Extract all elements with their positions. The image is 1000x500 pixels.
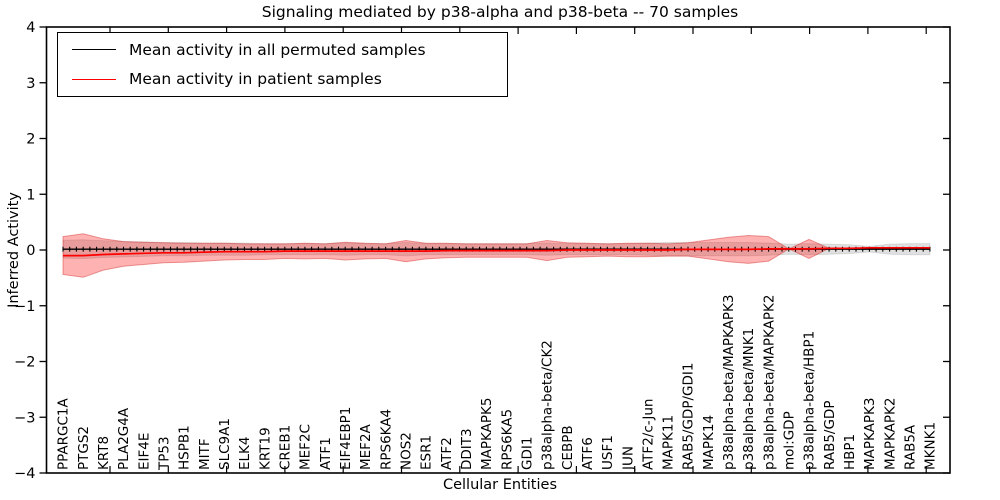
x-category-label: EIF4E bbox=[136, 433, 152, 470]
x-category-label: ESR1 bbox=[419, 435, 435, 470]
x-category-label: PPARGC1A bbox=[56, 397, 72, 470]
x-category-label: ATF2 bbox=[439, 437, 455, 470]
y-tick-label: 3 bbox=[26, 76, 35, 92]
x-category-label: MEF2A bbox=[358, 423, 374, 470]
x-category-label: TP53 bbox=[157, 436, 173, 471]
x-category-label: GDI1 bbox=[519, 437, 535, 470]
y-axis-label: Inferred Activity bbox=[6, 192, 22, 308]
x-category-label: MAPKAPK5 bbox=[479, 398, 495, 470]
y-tick-label: 2 bbox=[26, 132, 35, 148]
x-category-label: ATF1 bbox=[318, 437, 334, 470]
permuted-line-sample-icon bbox=[72, 49, 116, 51]
x-category-label: SLC9A1 bbox=[217, 418, 233, 470]
y-tick-label: 0 bbox=[26, 243, 35, 259]
x-category-label: CEBPB bbox=[560, 425, 576, 470]
x-category-label: MAPKAPK3 bbox=[862, 398, 878, 470]
x-category-label: PLA2G4A bbox=[116, 407, 132, 470]
x-category-label: MAPKAPK2 bbox=[882, 398, 898, 470]
x-category-label: KRT19 bbox=[257, 427, 273, 470]
x-category-label: RAB5A bbox=[903, 424, 919, 470]
x-category-label: p38alpha-beta/MNK1 bbox=[741, 328, 757, 470]
y-tick-label: −1 bbox=[14, 299, 35, 315]
x-category-label: mol:GDP bbox=[782, 411, 798, 470]
y-tick-label: 4 bbox=[26, 20, 35, 36]
x-category-label: RPS6KA4 bbox=[378, 409, 394, 470]
x-category-label: p38alpha-beta/MAPKAPK3 bbox=[721, 295, 737, 471]
y-tick-label: −4 bbox=[14, 466, 35, 482]
x-category-label: JUN bbox=[620, 446, 636, 471]
legend-item-permuted: Mean activity in all permuted samples bbox=[72, 36, 507, 64]
chart-title: Signaling mediated by p38-alpha and p38-… bbox=[261, 3, 739, 21]
y-tick-label: 1 bbox=[26, 187, 35, 203]
legend: Mean activity in all permuted samples Me… bbox=[57, 32, 508, 97]
x-category-label: MAPK14 bbox=[701, 415, 717, 470]
x-category-label: p38alpha-beta/HBP1 bbox=[802, 331, 818, 470]
x-axis-label: Cellular Entities bbox=[442, 477, 558, 493]
x-category-label: PTGS2 bbox=[76, 426, 92, 470]
legend-label-patient: Mean activity in patient samples bbox=[129, 70, 382, 89]
x-category-label: RPS6KA5 bbox=[499, 409, 515, 470]
x-category-label: NOS2 bbox=[399, 432, 415, 470]
patient-line-sample-icon bbox=[72, 78, 116, 80]
y-tick-label: −3 bbox=[14, 410, 35, 426]
x-category-label: HSPB1 bbox=[177, 425, 193, 470]
legend-item-patient: Mean activity in patient samples bbox=[72, 65, 507, 93]
x-category-label: CREB1 bbox=[278, 425, 294, 470]
legend-label-permuted: Mean activity in all permuted samples bbox=[129, 40, 426, 59]
patient-std-band bbox=[62, 233, 930, 278]
x-category-label: ATF2/c-Jun bbox=[640, 399, 656, 470]
x-category-label: KRT8 bbox=[96, 436, 112, 470]
x-category-label: p38alpha-beta/MAPKAPK2 bbox=[761, 295, 777, 471]
x-category-label: RAB5/GDP bbox=[822, 401, 838, 470]
x-category-label: ATF6 bbox=[580, 437, 596, 470]
x-category-label: MAPK11 bbox=[661, 415, 677, 470]
x-category-label: MEF2C bbox=[298, 424, 314, 470]
x-category-label: HBP1 bbox=[842, 434, 858, 470]
patient-mean-line bbox=[63, 246, 930, 257]
y-tick-label: −2 bbox=[14, 355, 35, 371]
x-category-label: USF1 bbox=[600, 435, 616, 470]
x-category-label: MITF bbox=[197, 438, 213, 470]
x-category-label: p38alpha-beta/CK2 bbox=[540, 340, 556, 470]
x-category-label: EIF4EBP1 bbox=[338, 407, 354, 470]
x-category-label: DDIT3 bbox=[459, 428, 475, 470]
x-category-label: ELK4 bbox=[237, 437, 253, 471]
x-category-label: RAB5/GDP/GDI1 bbox=[681, 363, 697, 470]
x-category-label: MKNK1 bbox=[923, 422, 939, 470]
